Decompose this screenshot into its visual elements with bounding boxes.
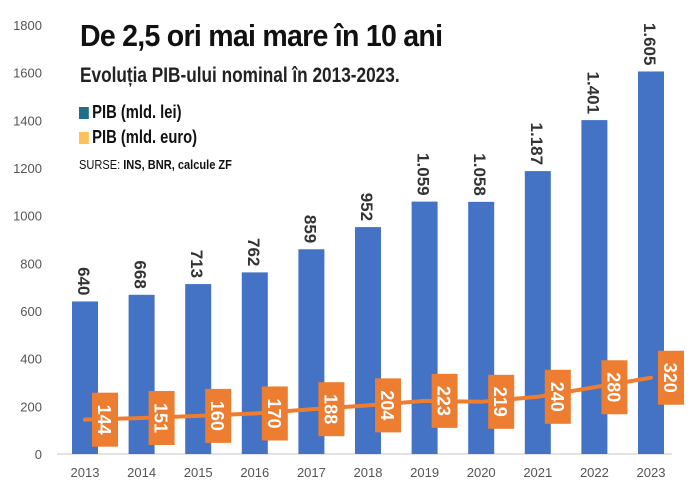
legend-item-euro: PIB (mld. euro) [79, 125, 197, 150]
x-tick-label: 2014 [127, 465, 156, 480]
line-label-box-2013 [92, 392, 118, 447]
bar-label-2020: 1.058 [470, 153, 489, 196]
sources: SURSE: INS, BNR, calcule ZF [79, 157, 232, 172]
y-tick-label: 800 [20, 256, 42, 271]
line-label-box-2022 [601, 360, 628, 415]
line-label-box-2019 [431, 373, 458, 428]
bar-label-2013: 640 [74, 267, 93, 295]
y-tick-label: 1200 [13, 161, 42, 176]
legend-item-lei: PIB (mld. lei) [79, 100, 197, 125]
legend: PIB (mld. lei) PIB (mld. euro) [79, 100, 223, 150]
chart-subtitle: Evoluția PIB-ului nominal în 2013-2023. [80, 64, 400, 87]
x-tick-label: 2015 [184, 465, 213, 480]
line-label-2015: 160 [207, 401, 227, 431]
x-tick-label: 2023 [637, 465, 666, 480]
line-label-2013: 144 [94, 405, 114, 435]
line-label-box-2016 [261, 386, 288, 441]
bar-label-2018: 952 [357, 193, 376, 221]
y-tick-label: 200 [20, 399, 42, 414]
y-tick-label: 1800 [13, 18, 42, 33]
bar-label-2015: 713 [187, 250, 206, 278]
x-tick-label: 2018 [354, 465, 383, 480]
bar-label-2019: 1.059 [414, 153, 433, 196]
legend-label-lei: PIB (mld. lei) [92, 102, 182, 122]
x-tick-label: 2016 [240, 465, 269, 480]
bar-label-2021: 1.187 [527, 123, 546, 166]
sources-label: SURSE: [79, 157, 121, 172]
line-label-box-2021 [544, 369, 571, 424]
line-label-2023: 320 [660, 363, 680, 393]
sources-value: INS, BNR, calcule ZF [123, 157, 232, 172]
x-tick-label: 2020 [467, 465, 496, 480]
y-tick-label: 600 [20, 304, 42, 319]
y-tick-label: 400 [20, 352, 42, 367]
line-label-2019: 223 [434, 386, 454, 416]
line-label-2021: 240 [547, 382, 567, 412]
legend-swatch-euro [79, 131, 89, 144]
bar-label-2014: 668 [131, 260, 150, 288]
legend-swatch-lei [79, 106, 89, 119]
chart-title: De 2,5 ori mai mare în 10 ani [80, 18, 443, 53]
line-label-box-2017 [318, 382, 345, 437]
y-tick-label: 1400 [13, 113, 42, 128]
bar-label-2023: 1.605 [640, 23, 659, 66]
x-tick-label: 2022 [580, 465, 609, 480]
bar-label-2017: 859 [300, 215, 319, 243]
bar-label-2022: 1.401 [583, 72, 602, 115]
y-tick-label: 1000 [13, 209, 42, 224]
legend-label-euro: PIB (mld. euro) [92, 127, 198, 147]
x-tick-label: 2019 [410, 465, 439, 480]
line-label-2018: 204 [377, 390, 397, 420]
line-label-2014: 151 [151, 403, 171, 433]
y-tick-label: 1600 [13, 66, 42, 81]
line-label-box-2014 [148, 391, 175, 446]
line-label-2017: 188 [320, 394, 340, 424]
line-label-2016: 170 [264, 398, 284, 428]
line-label-box-2018 [375, 378, 401, 433]
x-tick-label: 2013 [71, 465, 100, 480]
y-tick-label: 0 [35, 447, 42, 462]
line-label-2022: 280 [603, 372, 623, 402]
x-tick-label: 2021 [523, 465, 552, 480]
x-tick-label: 2017 [297, 465, 326, 480]
line-label-2020: 219 [490, 387, 510, 417]
line-label-box-2023 [658, 350, 684, 405]
bar-label-2016: 762 [244, 238, 263, 266]
line-label-box-2020 [488, 374, 515, 429]
line-label-box-2015 [205, 388, 232, 443]
